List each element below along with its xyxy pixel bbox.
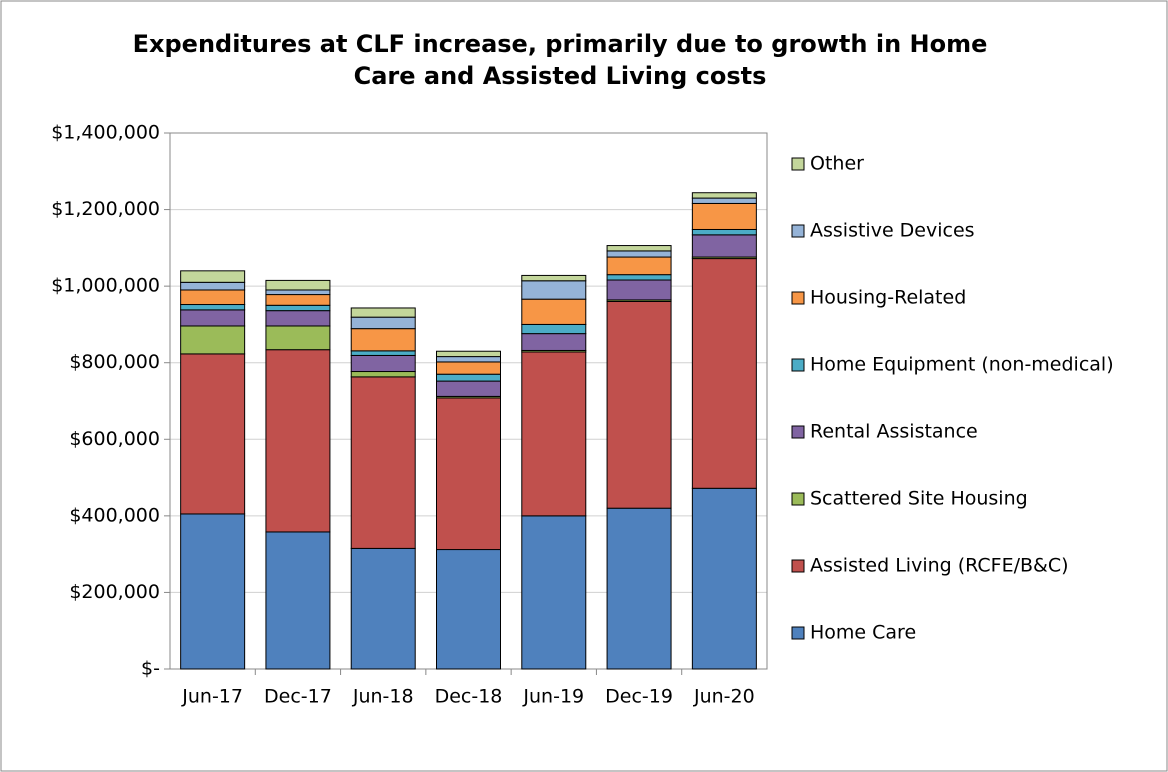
bar-segment <box>350 376 416 549</box>
legend-label: Home Care <box>810 622 916 644</box>
bar-segment <box>606 250 672 258</box>
bar-segment <box>521 515 587 670</box>
bar-segment <box>265 531 331 670</box>
bar-segment <box>350 316 416 330</box>
legend-swatch <box>791 358 805 372</box>
bar-segment <box>265 310 331 327</box>
bar-segment <box>691 258 757 489</box>
bar-segment <box>606 279 672 301</box>
bar-segment <box>691 228 757 236</box>
bar-segment <box>691 197 757 204</box>
bar-segment <box>350 547 416 670</box>
bar-segment <box>265 279 331 291</box>
legend-label: Rental Assistance <box>810 421 978 443</box>
bar-segment <box>691 202 757 230</box>
bar-segment <box>521 298 587 325</box>
x-tick-label: Jun-17 <box>181 686 243 708</box>
x-tick-label: Dec-19 <box>605 686 673 708</box>
bar-segment <box>521 280 587 300</box>
bar-segment <box>606 507 672 670</box>
bar-segment <box>265 325 331 351</box>
legend-label: Scattered Site Housing <box>810 488 1028 510</box>
legend-swatch <box>791 626 805 640</box>
bar-segment <box>180 513 246 670</box>
bar-segment <box>265 294 331 306</box>
bar-segment <box>350 307 416 318</box>
y-tick-label: $600,000 <box>69 428 160 450</box>
y-tick-label: $1,200,000 <box>51 198 160 220</box>
bar-segment <box>691 234 757 258</box>
y-tick-label: $- <box>141 658 160 680</box>
legend-label: Home Equipment (non-medical) <box>810 354 1114 376</box>
bar-segment <box>436 350 501 358</box>
bar-segment <box>350 350 416 356</box>
bar-segment <box>521 333 587 351</box>
legend-swatch <box>791 559 805 573</box>
y-tick-label: $200,000 <box>69 581 160 603</box>
bar-segment <box>691 487 757 670</box>
bar-segment <box>606 300 672 509</box>
bar-segment <box>350 328 416 352</box>
legend-swatch <box>791 291 805 305</box>
bar-segment <box>350 354 416 373</box>
bar-segment <box>350 371 416 378</box>
bar-segment <box>606 245 672 252</box>
bar-segment <box>436 361 501 375</box>
legend-label: Assisted Living (RCFE/B&C) <box>810 555 1069 577</box>
legend-swatch <box>791 492 805 506</box>
x-tick-label: Jun-18 <box>352 686 414 708</box>
bar-segment <box>180 325 246 355</box>
bar-segment <box>180 304 246 311</box>
bar-segment <box>180 270 246 283</box>
bar-segment <box>436 380 501 397</box>
x-tick-label: Jun-20 <box>693 686 755 708</box>
x-tick-label: Dec-17 <box>264 686 332 708</box>
bar-segment <box>180 289 246 306</box>
bar-segment <box>436 356 501 363</box>
legend-swatch <box>791 157 805 171</box>
bar-segment <box>180 309 246 327</box>
bar-segment <box>436 397 501 551</box>
x-tick-label: Jun-19 <box>522 686 584 708</box>
legend-label: Housing-Related <box>810 287 966 309</box>
bar-segment <box>691 192 757 199</box>
legend-label: Assistive Devices <box>810 220 975 242</box>
bar-segment <box>265 289 331 296</box>
bar-segment <box>521 274 587 282</box>
bar-segment <box>436 549 501 670</box>
bar-segment <box>180 353 246 515</box>
bar-segment <box>521 323 587 335</box>
bar-segment <box>180 281 246 291</box>
legend-swatch <box>791 224 805 238</box>
bar-segment <box>521 351 587 517</box>
bar-segment <box>265 349 331 533</box>
y-tick-label: $1,400,000 <box>51 122 160 144</box>
x-tick-label: Dec-18 <box>435 686 503 708</box>
chart-title: Expenditures at CLF increase, primarily … <box>132 30 988 90</box>
legend-label: Other <box>810 153 864 175</box>
y-tick-label: $400,000 <box>69 504 160 526</box>
bar-segment <box>606 256 672 276</box>
legend-swatch <box>791 425 805 439</box>
bar-segment <box>606 274 672 281</box>
bar-segment <box>265 304 331 312</box>
y-tick-label: $800,000 <box>69 351 160 373</box>
bar-segment <box>436 373 501 382</box>
y-tick-label: $1,000,000 <box>51 275 160 297</box>
